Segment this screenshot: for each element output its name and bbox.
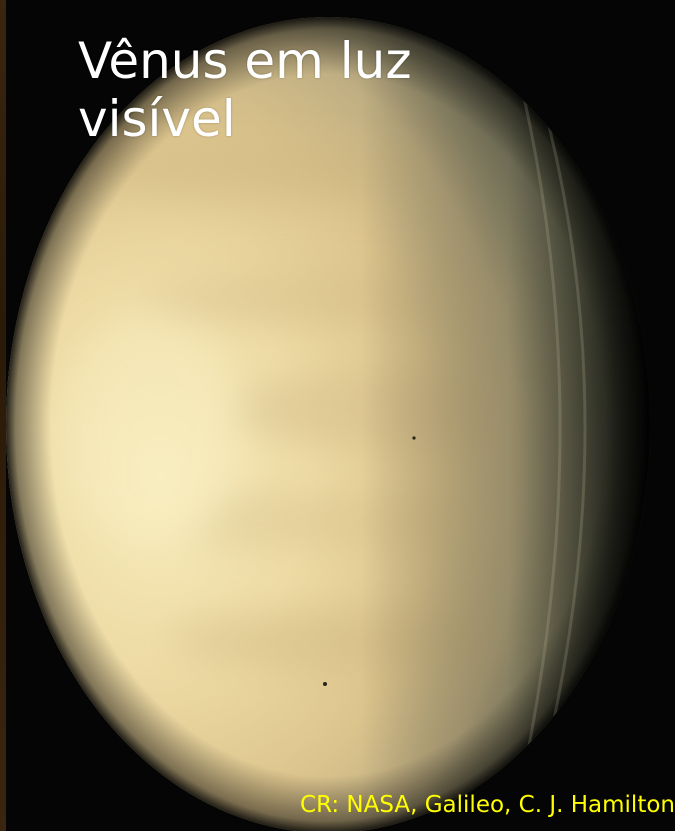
left-edge-strip	[0, 0, 6, 831]
slide-title: Vênus em luz visível	[78, 32, 412, 148]
image-credit: CR: NASA, Galileo, C. J. Hamilton	[300, 792, 675, 818]
